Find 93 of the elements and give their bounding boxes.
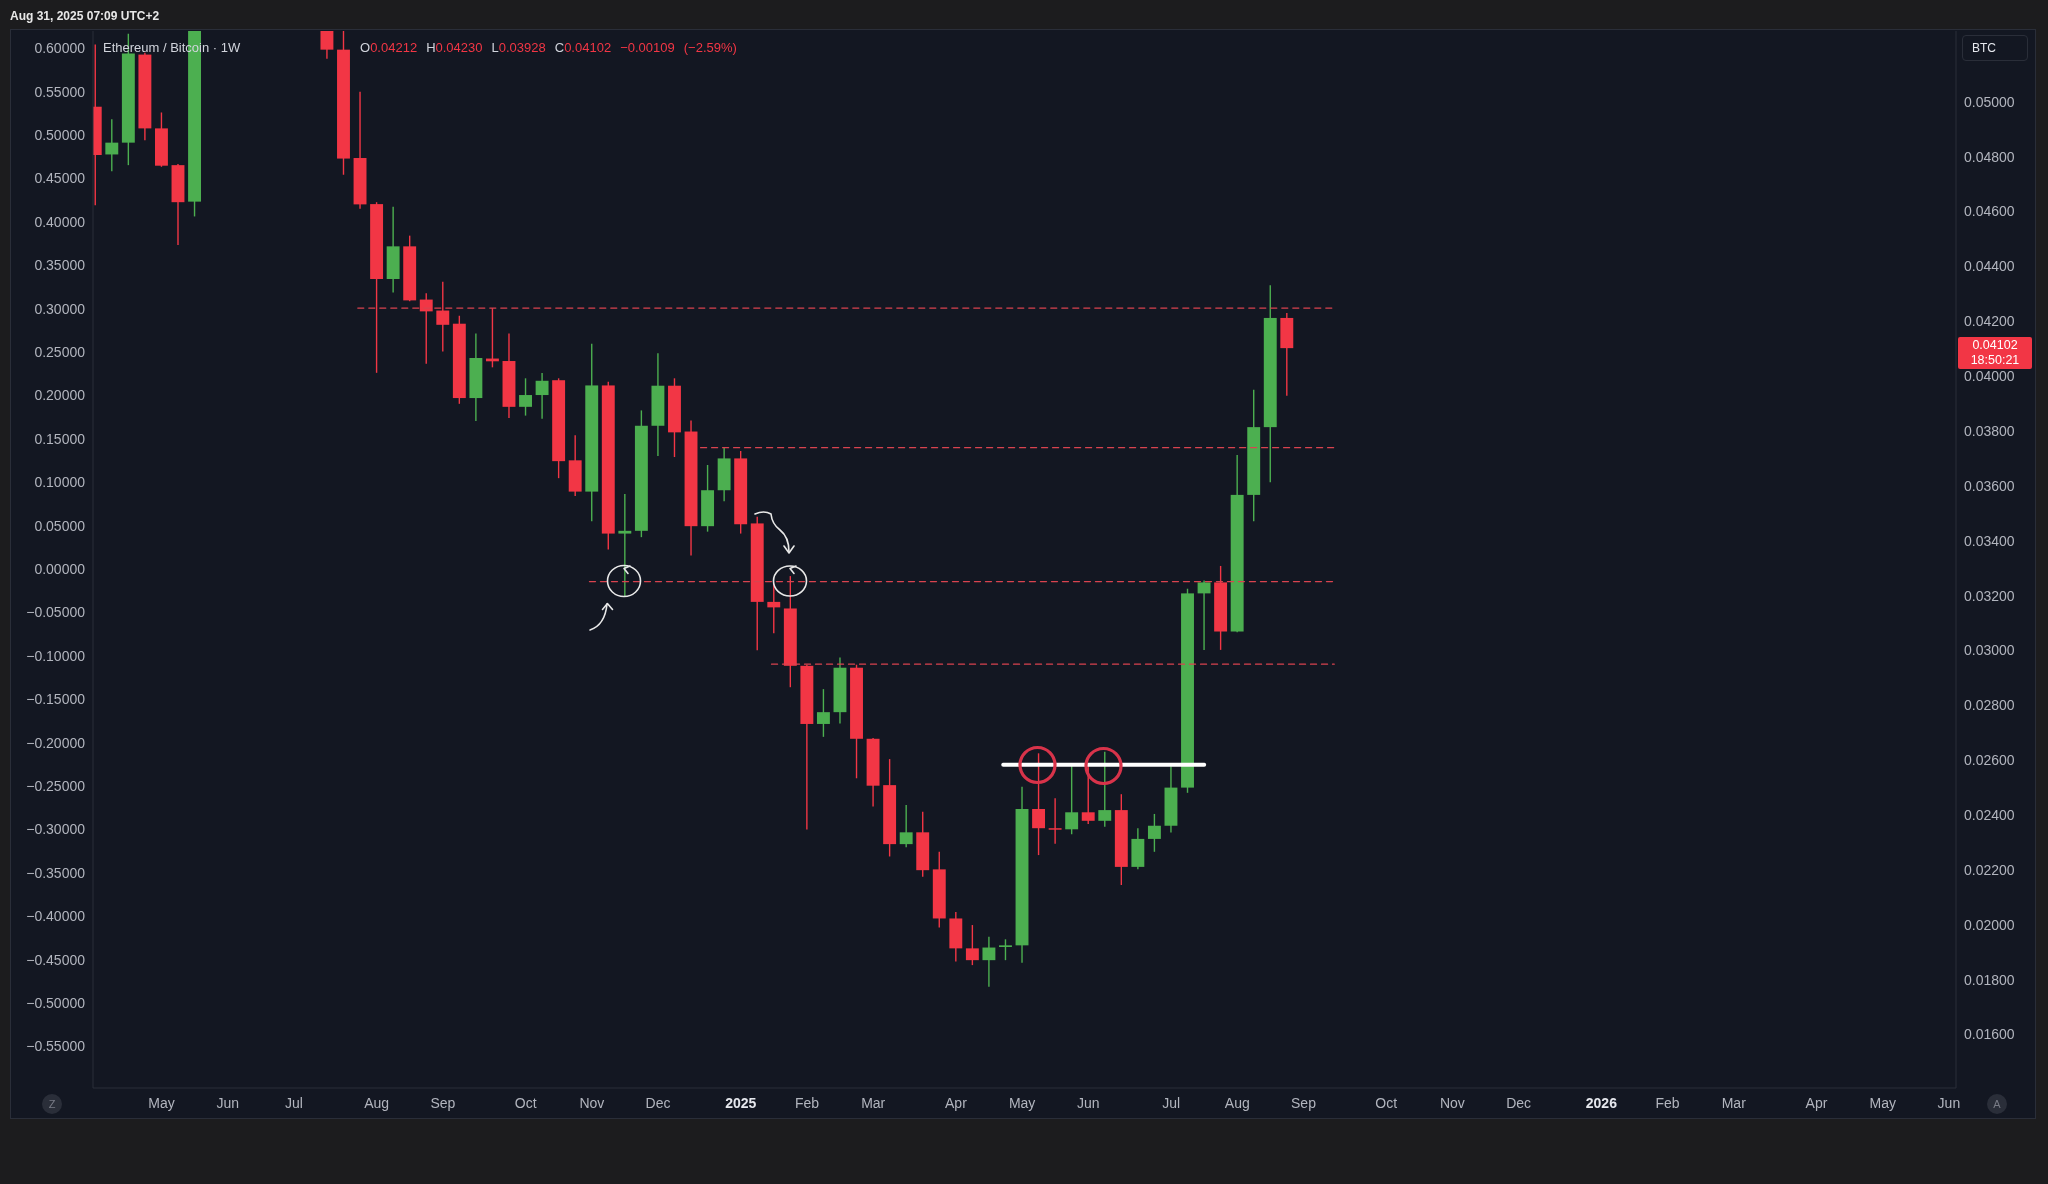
candlestick <box>1081 765 1095 825</box>
y-tick-label: 0.30000 <box>34 300 86 317</box>
candlestick <box>999 938 1012 961</box>
candlestick <box>899 804 913 848</box>
candlestick <box>1065 764 1079 835</box>
y-tick-label: 0.25000 <box>34 344 86 361</box>
x-tick-label: 2026 <box>1585 1095 1618 1111</box>
y-tick-label: 0.10000 <box>34 474 86 491</box>
y-tick-label: 0.20000 <box>34 387 86 404</box>
candlestick <box>1098 750 1112 828</box>
candlestick <box>535 372 549 420</box>
x-tick-label: Jul <box>285 1095 303 1111</box>
annotation: O0.04212 H0.04230 L0.03928 C0.04102 −0.00109 (−2.59%) <box>360 40 737 55</box>
x-tick-label: Nov <box>579 1095 605 1111</box>
x-tick-label: Apr <box>1805 1095 1828 1111</box>
candlestick <box>1147 813 1161 853</box>
x-tick-label: Sep <box>430 1095 456 1111</box>
x-tick-label: Oct <box>1375 1095 1398 1111</box>
y-tick-label: 0.50000 <box>34 127 86 144</box>
candlestick <box>1032 752 1046 856</box>
y-tick-label: −0.50000 <box>26 994 86 1011</box>
candlestick <box>618 493 632 598</box>
y-tick-label: −0.35000 <box>26 864 86 881</box>
x-tick-label: Aug <box>1224 1095 1250 1111</box>
y2-tick-label: 0.04600 <box>1964 203 2015 220</box>
y2-tick-label: 0.02200 <box>1964 861 2015 878</box>
y2-tick-label: 0.02800 <box>1964 697 2015 714</box>
x-tick-label: Jul <box>1162 1095 1181 1111</box>
x-tick-label: May <box>1869 1095 1896 1111</box>
y-tick-label: −0.45000 <box>26 951 86 968</box>
x-tick-label: Sep <box>1291 1095 1317 1111</box>
x-tick-label: 2025 <box>725 1095 757 1111</box>
y2-tick-label: 0.01600 <box>1964 1026 2015 1043</box>
y-tick-label: 0.60000 <box>34 40 86 57</box>
x-tick-label: Feb <box>1655 1095 1680 1111</box>
x-tick-label: Jun <box>216 1095 240 1111</box>
y2-tick-label: 0.01800 <box>1964 971 2015 988</box>
y2-tick-label: 0.04800 <box>1964 148 2015 165</box>
y-tick-label: 0.00000 <box>34 561 86 578</box>
x-tick-label: Apr <box>945 1095 968 1111</box>
x-tick-label: Mar <box>861 1095 886 1111</box>
y2-tick-label: 0.03200 <box>1964 587 2015 604</box>
y2-tick-label: 0.04200 <box>1964 313 2015 330</box>
y-tick-label: −0.15000 <box>26 691 86 708</box>
candlestick <box>982 936 996 988</box>
candlestick <box>816 688 830 738</box>
x-tick-label: Jun <box>1937 1095 1961 1111</box>
candlestick <box>436 281 450 353</box>
candlestick <box>519 377 532 417</box>
x-tick-label: May <box>1008 1095 1036 1111</box>
y2-tick-label: 0.02600 <box>1964 752 2015 769</box>
x-tick-label: May <box>148 1095 175 1111</box>
y-tick-label: 0.45000 <box>34 170 86 187</box>
x-tick-label: Aug <box>364 1095 390 1111</box>
y2-tick-label: 0.03600 <box>1964 477 2015 494</box>
text: 0.04102 <box>1971 338 2019 354</box>
x-tick-label: Dec <box>645 1095 671 1111</box>
x-tick-label: Nov <box>1439 1095 1465 1111</box>
text: A <box>1987 1094 2007 1114</box>
text: Z <box>42 1094 62 1114</box>
y-tick-label: 0.55000 <box>34 83 86 100</box>
candlestick <box>965 924 979 966</box>
text: 18:50:21 <box>1969 353 2021 369</box>
candlestick <box>320 31 334 60</box>
y2-tick-label: 0.03800 <box>1964 422 2015 439</box>
y-tick-label: −0.55000 <box>26 1038 86 1055</box>
x-tick-label: Dec <box>1506 1095 1532 1111</box>
y-tick-label: 0.05000 <box>34 517 86 534</box>
x-tick-label: Feb <box>794 1095 820 1111</box>
y2-tick-label: 0.04400 <box>1964 258 2015 275</box>
candlestick <box>105 118 119 172</box>
y2-tick-label: 0.03000 <box>1964 642 2015 659</box>
candlestick <box>1197 579 1211 651</box>
y-tick-label: 0.40000 <box>34 213 86 230</box>
x-tick-label: Jun <box>1077 1095 1100 1111</box>
y2-tick-label: 0.04000 <box>1964 368 2015 385</box>
text: Aug 31, 2025 07:09 UTC+2 <box>10 9 160 23</box>
y-tick-label: 0.35000 <box>34 257 86 274</box>
y2-tick-label: 0.03400 <box>1964 532 2015 549</box>
y2-tick-label: 0.02400 <box>1964 807 2015 824</box>
y2-tick-label: 0.05000 <box>1964 93 2015 110</box>
y-tick-label: −0.05000 <box>26 604 86 621</box>
y-tick-label: −0.20000 <box>26 734 86 751</box>
y2-axis-title: BTC <box>1962 35 2028 61</box>
y-tick-label: 0.15000 <box>34 430 86 447</box>
candlestick <box>1048 797 1062 845</box>
y-tick-label: −0.25000 <box>26 777 86 794</box>
y-tick-label: −0.10000 <box>26 647 86 664</box>
y2-tick-label: 0.02000 <box>1964 916 2015 933</box>
x-tick-label: Oct <box>514 1095 537 1111</box>
y-tick-label: −0.30000 <box>26 821 86 838</box>
x-tick-label: Mar <box>1721 1095 1747 1111</box>
y-tick-label: −0.40000 <box>26 908 86 925</box>
